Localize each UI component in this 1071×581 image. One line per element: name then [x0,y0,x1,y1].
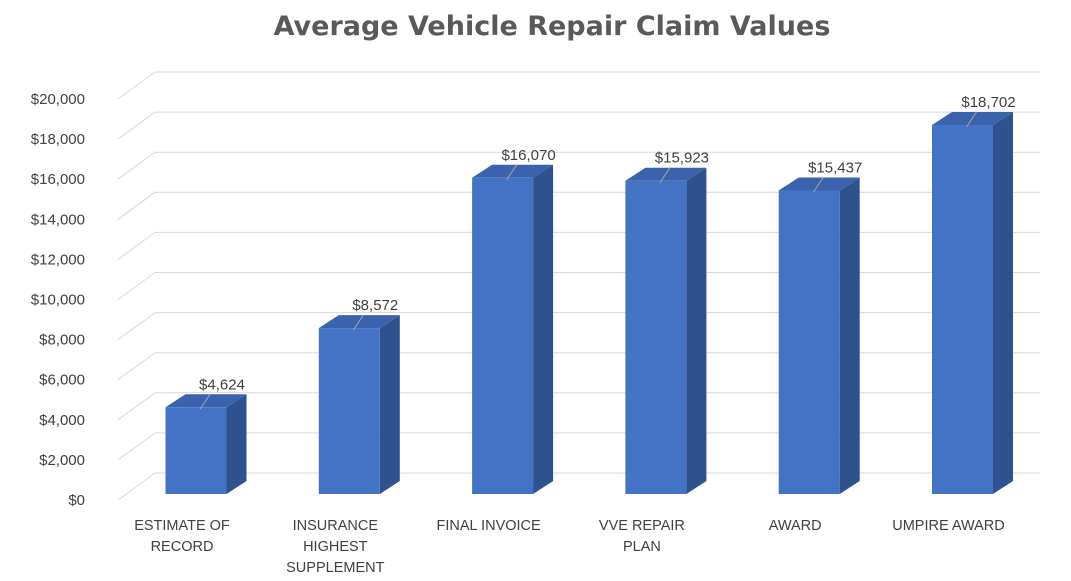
bar [625,167,707,495]
grid-line [117,392,1040,421]
bar-front [625,180,687,495]
y-tick-label: $4,000 [39,412,85,429]
y-axis-ticks: $0 $2,000 $4,000 $6,000 $8,000 $10,000 $12,000… [31,91,85,509]
category-label: FINAL INVOICE [436,518,541,534]
bar-side [533,164,554,494]
grid-line [117,151,1040,180]
grid-lines [117,71,1040,501]
bar-side [993,112,1013,494]
bar-side [839,177,860,494]
bars [165,112,1013,495]
leader-line [352,314,364,331]
data-label: $8,572 [352,297,398,314]
grid-line [117,111,1040,140]
bar-front [778,190,840,494]
leader-line [812,177,824,193]
grid-line [117,231,1040,260]
leader-line [199,394,211,410]
bar-front [932,125,993,494]
bar [932,112,1013,494]
bar [165,394,247,494]
grid-line [117,191,1040,220]
leader-line [506,164,518,181]
bar [472,164,554,494]
bar-side [686,167,707,495]
y-tick-label: $10,000 [31,292,85,309]
bar-front [318,328,380,494]
category-label: VVE REPAIR PLAN [599,518,685,555]
category-label: ESTIMATE OF RECORD [134,518,230,555]
leader-line [659,167,671,184]
data-label: $18,702 [961,94,1015,111]
y-tick-label: $0 [68,492,85,509]
grid-line [117,71,1040,100]
leader-line [966,111,977,128]
grid-line [117,352,1040,381]
data-label: $16,070 [501,147,555,164]
x-axis-categories: ESTIMATE OF RECORD INSURANCE HIGHEST SUPPLEM… [134,518,1005,576]
category-label: UMPIRE AWARD [892,518,1005,534]
data-labels: $4,624 $8,572 $16,070 $15,923 $15,437 $18,702 [199,94,1016,410]
y-tick-label: $8,000 [39,332,85,349]
y-tick-label: $2,000 [39,452,85,469]
category-label: AWARD [769,518,822,534]
grid-line [117,312,1040,341]
bar [318,315,400,494]
y-tick-label: $20,000 [31,91,85,108]
bar-front [165,407,227,494]
grid-line [117,272,1040,300]
grid-line [117,432,1040,461]
y-tick-label: $14,000 [31,211,85,228]
y-tick-label: $18,000 [31,131,85,148]
y-tick-label: $16,000 [31,171,85,188]
bar-front [472,177,534,494]
bar-side [379,315,400,494]
category-label: INSURANCE HIGHEST SUPPLEMENT [286,518,384,576]
grid-line [117,472,1040,501]
data-label: $15,923 [655,150,709,167]
data-label: $15,437 [808,159,862,176]
bar [778,177,860,494]
y-tick-label: $6,000 [39,372,85,389]
bar-side [226,394,247,494]
data-label: $4,624 [199,376,245,393]
chart-title: Average Vehicle Repair Claim Values [274,11,831,42]
y-tick-label: $12,000 [31,251,85,268]
